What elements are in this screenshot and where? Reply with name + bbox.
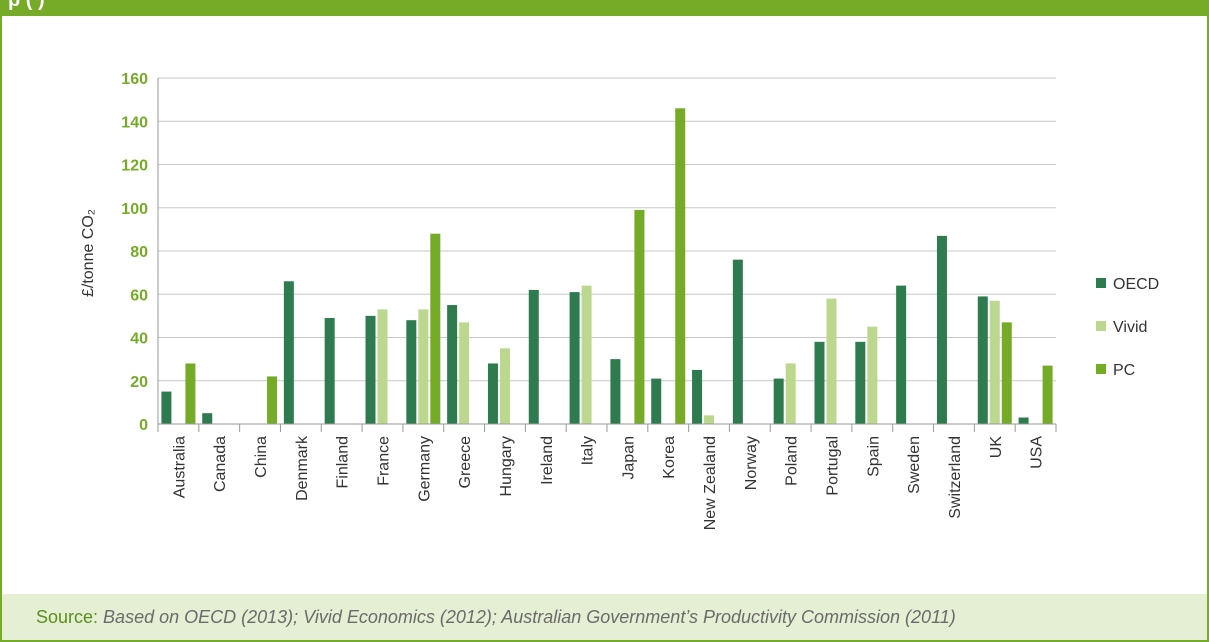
legend-label-pc: PC [1113,362,1135,379]
source-bar: Source: Based on OECD (2013); Vivid Econ… [2,594,1207,640]
x-category-label: UK [988,436,1005,459]
legend: OECD Vivid PC [1096,276,1159,379]
bar-oecd-canada [202,413,213,424]
y-tick-label: 60 [130,287,148,304]
bar-vivid-france [377,309,388,424]
legend-swatch-vivid [1096,321,1106,331]
bar-oecd-denmark [283,281,294,424]
legend-swatch-pc [1096,364,1106,374]
bar-pc-usa [1042,365,1053,424]
x-category-label: Italy [580,436,597,465]
bar-pc-japan [634,209,645,424]
y-tick-label: 20 [130,374,148,391]
legend-label-oecd: OECD [1113,276,1159,293]
source-label: Source: [36,607,99,627]
x-category-label: Portugal [825,436,842,496]
chart-svg: 0 20 40 60 80 100 120 140 160 Australia Canada Chi… [80,71,1159,530]
y-tick-label: 160 [121,71,148,88]
source-line: Source: Based on OECD (2013); Vivid Econ… [36,607,956,628]
bar-oecd-usa [1018,417,1029,424]
bar-oecd-sweden [896,285,907,424]
bar-oecd-italy [569,292,580,424]
bar-oecd-new-zealand [692,369,703,424]
bar-oecd-korea [651,378,662,424]
bar-vivid-portugal [826,298,837,424]
axes [157,78,1057,432]
bar-oecd-australia [161,391,172,424]
bar-vivid-italy [581,285,592,424]
bar-oecd-uk [977,296,988,424]
bar-oecd-germany [406,320,417,424]
y-tick-label: 140 [121,114,148,131]
y-tick-label: 0 [139,417,148,434]
bar-vivid-spain [867,326,878,424]
bar-oecd-hungary [487,363,498,424]
x-category-label: USA [1029,436,1046,469]
bar-oecd-switzerland [936,235,947,424]
bar-vivid-poland [785,363,796,424]
bar-pc-australia [185,363,196,424]
bars [161,108,1053,425]
bar-oecd-spain [855,341,866,424]
bar-oecd-finland [324,318,335,424]
bar-oecd-norway [732,259,743,424]
bar-vivid-uk [989,300,1000,424]
bar-vivid-hungary [499,348,510,424]
x-category-label: Germany [416,436,433,502]
bar-oecd-ireland [528,289,539,424]
y-axis-label: £/tonne CO₂ [80,209,97,297]
legend-label-vivid: Vivid [1113,319,1147,336]
x-category-label: Sweden [906,436,923,494]
bar-oecd-poland [773,378,784,424]
x-category-label: Denmark [294,435,311,501]
x-category-label: Korea [661,436,678,479]
bar-vivid-germany [418,309,429,424]
x-category-label: Norway [743,436,760,490]
x-category-labels: Australia Canada China Denmark Finland France… [171,435,1045,530]
x-category-label: New Zealand [702,436,719,530]
y-tick-label: 100 [121,201,148,218]
bar-oecd-portugal [814,341,825,424]
chart-title-partial: p ( ) [8,0,45,11]
bar-oecd-japan [610,359,621,424]
y-tick-labels: 0 20 40 60 80 100 120 140 160 [121,71,148,434]
bar-oecd-france [365,315,376,424]
bar-pc-korea [675,108,686,425]
x-category-label: Canada [212,436,229,492]
x-category-label: Poland [784,436,801,486]
bar-pc-uk [1001,322,1012,424]
grid-lines [158,77,1056,382]
bar-pc-germany [430,233,441,424]
x-category-label: Greece [457,436,474,489]
x-category-label: France [376,436,393,486]
title-bar: p ( ) [0,0,1209,16]
bar-vivid-greece [459,322,470,424]
y-tick-label: 80 [130,244,148,261]
x-category-label: Ireland [539,436,556,485]
y-tick-label: 120 [121,158,148,175]
x-category-label: Australia [171,436,188,498]
source-text: Based on OECD (2013); Vivid Economics (2… [98,607,956,627]
y-tick-label: 40 [130,331,148,348]
bar-oecd-greece [447,305,458,424]
x-category-label: Finland [335,436,352,488]
x-category-label: Spain [865,436,882,477]
x-category-label: China [253,436,270,478]
x-category-label: Japan [620,436,637,480]
x-category-label: Switzerland [947,436,964,519]
legend-swatch-oecd [1096,278,1106,288]
bar-vivid-new-zealand [704,415,715,424]
x-category-label: Hungary [498,436,515,496]
bar-pc-china [267,376,278,424]
